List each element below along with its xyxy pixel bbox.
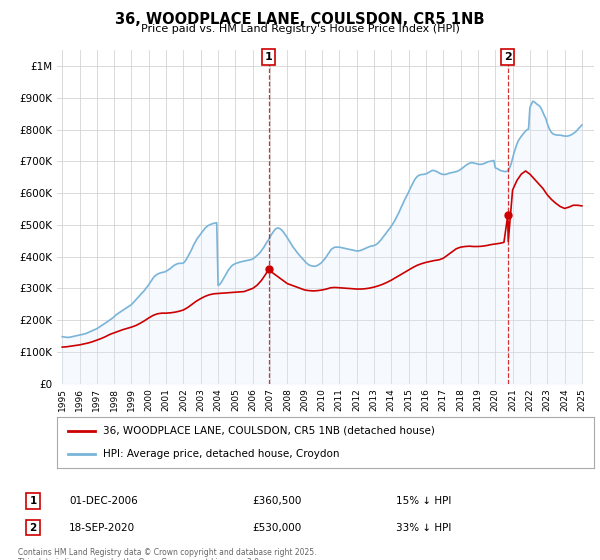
Text: 1: 1 (29, 496, 37, 506)
Text: 33% ↓ HPI: 33% ↓ HPI (396, 522, 451, 533)
Text: 2: 2 (29, 522, 37, 533)
Text: HPI: Average price, detached house, Croydon: HPI: Average price, detached house, Croy… (103, 449, 339, 459)
Text: 18-SEP-2020: 18-SEP-2020 (69, 522, 135, 533)
Text: 36, WOODPLACE LANE, COULSDON, CR5 1NB (detached house): 36, WOODPLACE LANE, COULSDON, CR5 1NB (d… (103, 426, 434, 436)
Text: 36, WOODPLACE LANE, COULSDON, CR5 1NB: 36, WOODPLACE LANE, COULSDON, CR5 1NB (115, 12, 485, 27)
Text: 01-DEC-2006: 01-DEC-2006 (69, 496, 138, 506)
Text: 15% ↓ HPI: 15% ↓ HPI (396, 496, 451, 506)
Text: Price paid vs. HM Land Registry's House Price Index (HPI): Price paid vs. HM Land Registry's House … (140, 24, 460, 34)
Text: 1: 1 (265, 52, 272, 62)
Text: Contains HM Land Registry data © Crown copyright and database right 2025.
This d: Contains HM Land Registry data © Crown c… (18, 548, 317, 560)
Text: £360,500: £360,500 (252, 496, 301, 506)
Text: £530,000: £530,000 (252, 522, 301, 533)
Text: 2: 2 (504, 52, 512, 62)
